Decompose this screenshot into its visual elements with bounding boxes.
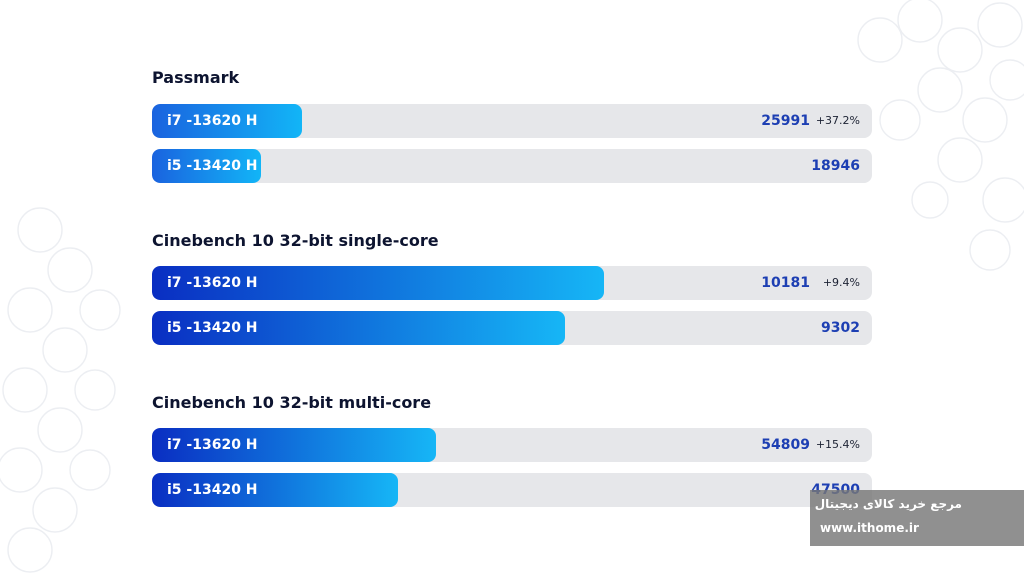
bar-i7	[152, 428, 436, 462]
watermark: مرجع خرید کالای دیجیتال www.ithome.ir	[810, 490, 1024, 546]
bar-track-i5: i5 -13420 H 47500	[152, 473, 872, 507]
bar-track-i5: i5 -13420 H 9302	[152, 311, 872, 345]
delta-label: +9.4%	[822, 276, 860, 289]
bar-track-i7: i7 -13620 H 10181 +9.4%	[152, 266, 872, 300]
bar-label-i5: i5 -13420 H	[167, 158, 258, 174]
value-label-i7: 54809	[761, 437, 810, 453]
bar-i5	[152, 311, 565, 345]
bar-i7	[152, 104, 302, 138]
bar-label-i7: i7 -13620 H	[167, 437, 258, 453]
delta-label: +37.2%	[815, 114, 860, 127]
bar-i5	[152, 473, 398, 507]
watermark-persian-text: مرجع خرید کالای دیجیتال	[814, 497, 962, 511]
watermark-url: www.ithome.ir	[820, 521, 919, 535]
chart-title: Passmark	[152, 68, 240, 87]
chart-title: Cinebench 10 32-bit multi-core	[152, 393, 432, 412]
value-label-i5: 18946	[811, 158, 860, 174]
bar-track-i7: i7 -13620 H 54809 +15.4%	[152, 428, 872, 462]
bar-label-i7: i7 -13620 H	[167, 275, 258, 291]
value-label-i5: 9302	[821, 320, 860, 336]
delta-label: +15.4%	[815, 438, 860, 451]
bar-i7	[152, 266, 604, 300]
bar-i5	[152, 149, 261, 183]
chart-title: Cinebench 10 32-bit single-core	[152, 231, 439, 250]
value-label-i7: 10181	[761, 275, 810, 291]
bar-label-i5: i5 -13420 H	[167, 482, 258, 498]
bar-track-i5: i5 -13420 H 18946	[152, 149, 872, 183]
value-label-i7: 25991	[761, 113, 810, 129]
bar-label-i7: i7 -13620 H	[167, 113, 258, 129]
bar-label-i5: i5 -13420 H	[167, 320, 258, 336]
bar-track-i7: i7 -13620 H 25991 +37.2%	[152, 104, 872, 138]
